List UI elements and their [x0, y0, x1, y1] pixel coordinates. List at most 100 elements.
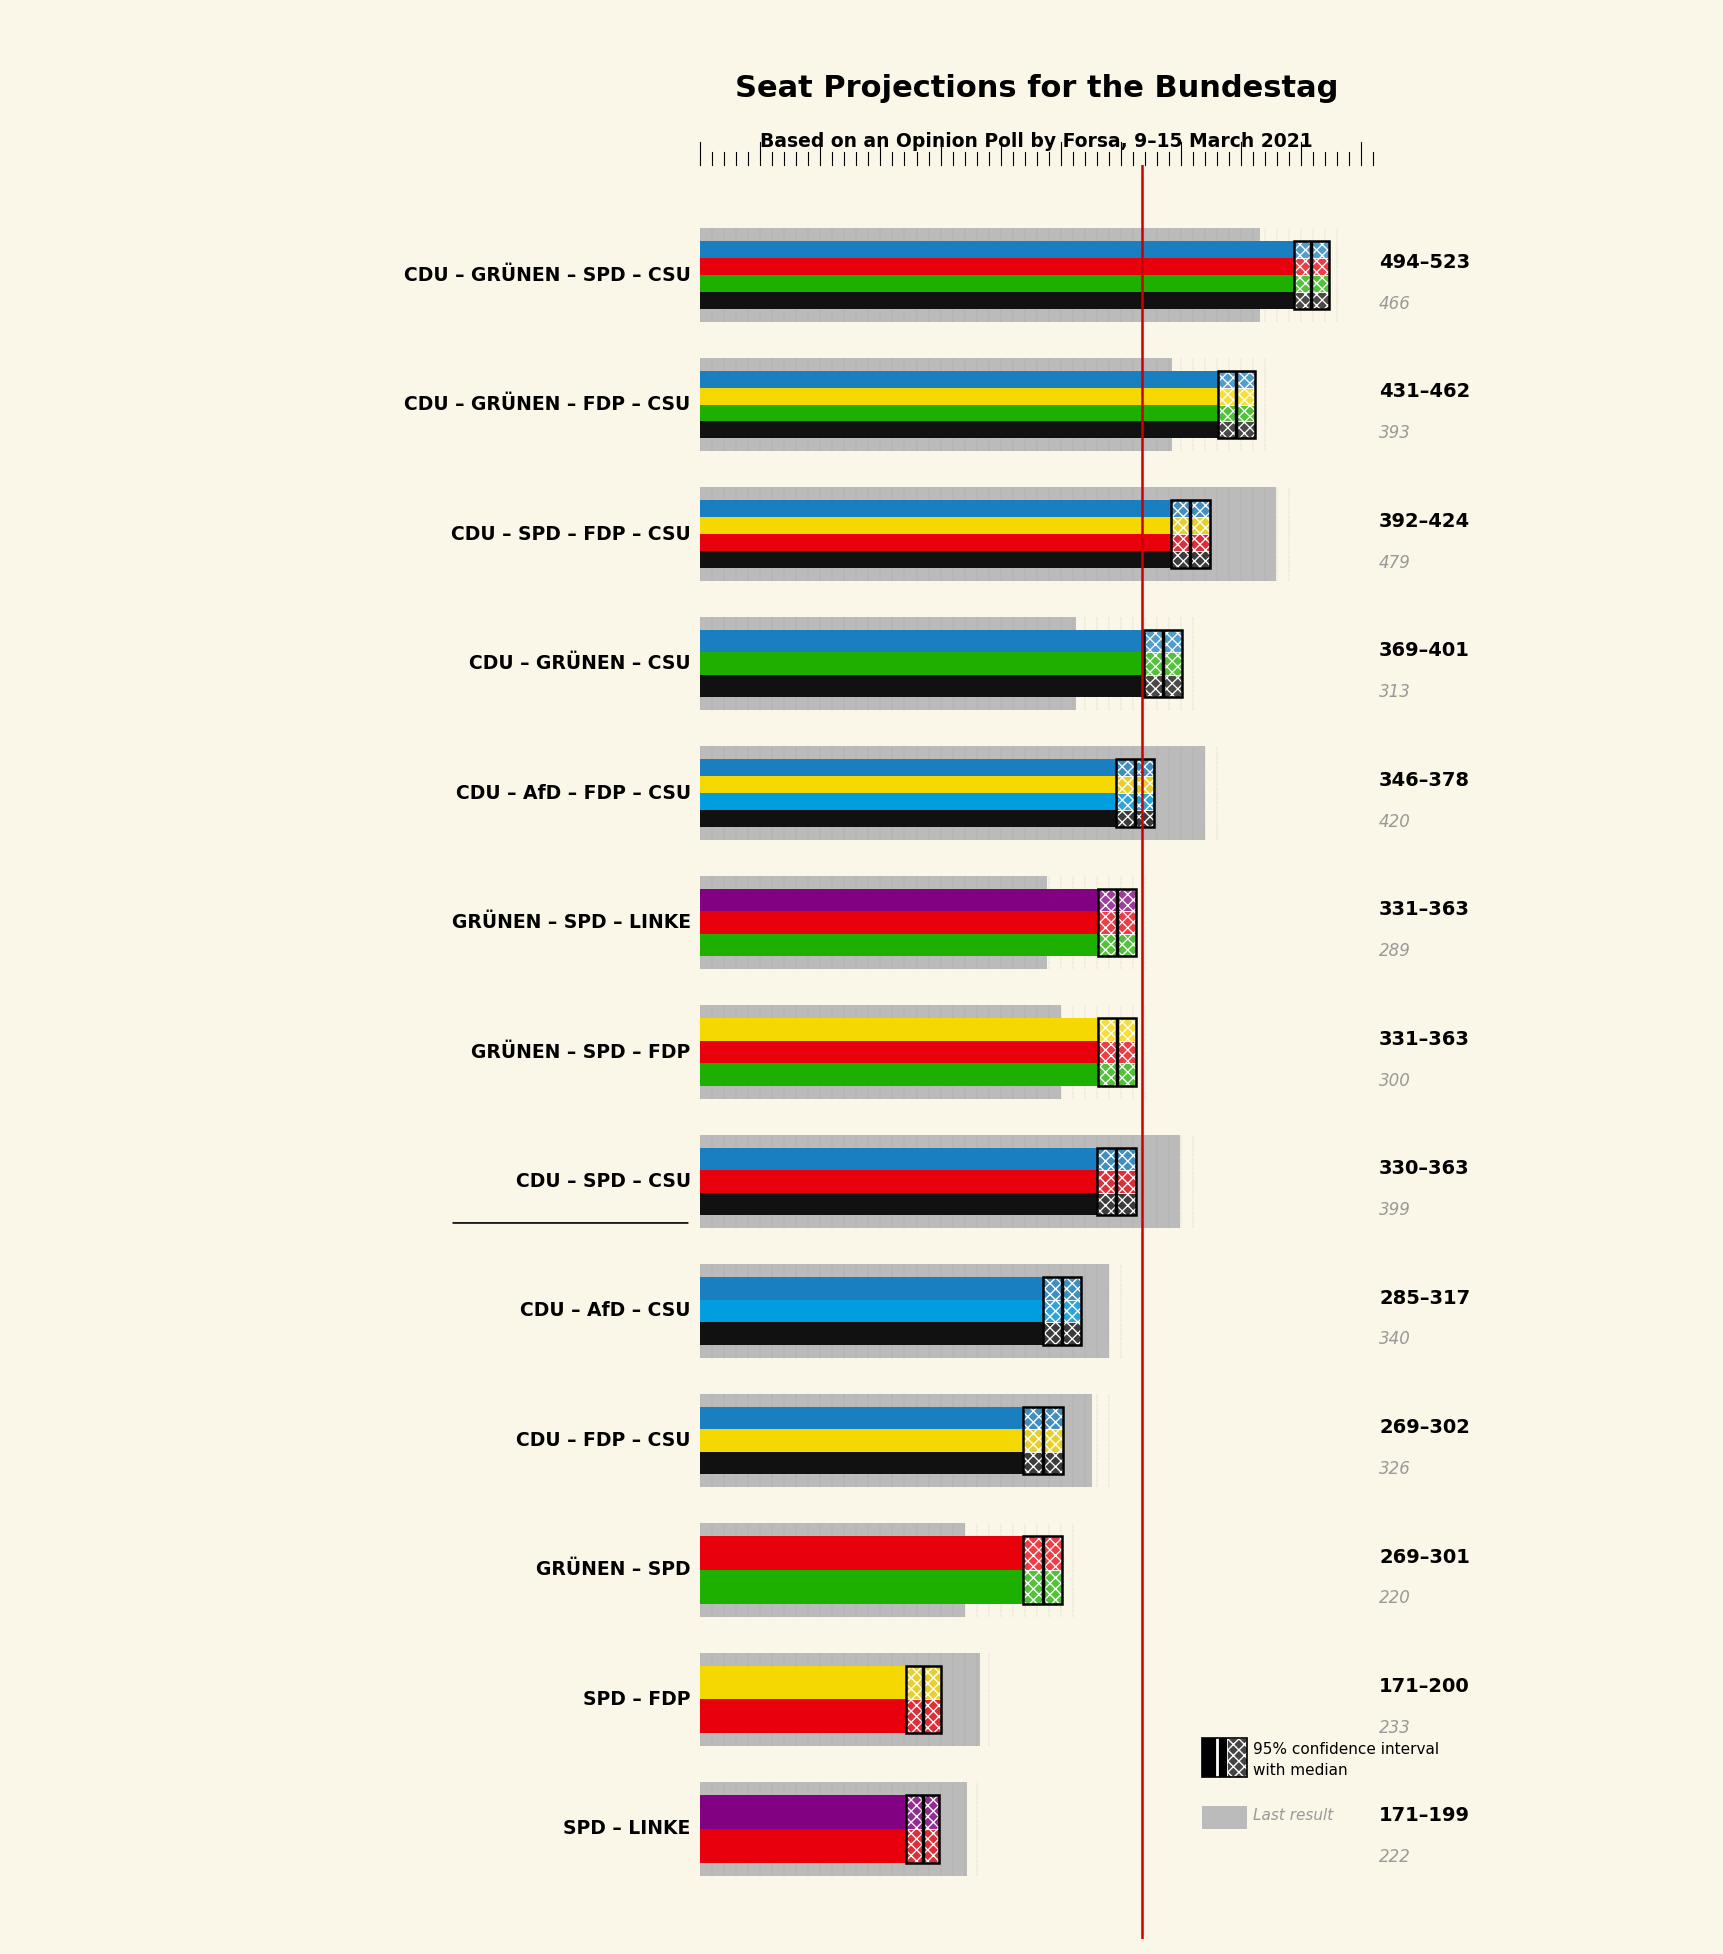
Text: 420: 420 [1378, 813, 1409, 830]
Bar [1042, 1278, 1080, 1344]
Bar [1142, 674, 1182, 698]
Text: 300: 300 [1378, 1071, 1409, 1090]
Bar [1023, 1569, 1061, 1604]
Bar [700, 1700, 905, 1733]
Bar [1023, 1452, 1063, 1473]
Text: 431–462: 431–462 [1378, 383, 1470, 401]
Bar [700, 422, 1218, 438]
Bar [1023, 1428, 1063, 1452]
Bar [1218, 371, 1254, 387]
Bar [1098, 911, 1135, 934]
Bar [1115, 793, 1154, 809]
Bar [1170, 500, 1210, 518]
Bar [1098, 889, 1135, 911]
Bar [1115, 776, 1154, 793]
Bar [1292, 242, 1328, 258]
Bar [1292, 276, 1328, 291]
Text: 369–401: 369–401 [1378, 641, 1470, 660]
Bar [1218, 371, 1254, 438]
Bar [700, 629, 1142, 653]
Bar [1218, 387, 1254, 404]
Bar [1023, 1452, 1063, 1473]
Bar [1023, 1452, 1063, 1473]
Bar [1023, 1536, 1061, 1569]
Text: 285–317: 285–317 [1378, 1288, 1470, 1307]
Bar [700, 1041, 1098, 1063]
Bar [1115, 760, 1154, 827]
Bar [905, 1667, 941, 1700]
Bar [700, 875, 1048, 969]
Bar [905, 1796, 939, 1829]
Bar [1098, 1063, 1135, 1086]
Bar [1115, 809, 1154, 827]
Bar [700, 1667, 905, 1700]
Text: 313: 313 [1378, 684, 1409, 701]
Bar [1098, 889, 1135, 911]
Text: 171–199: 171–199 [1378, 1807, 1470, 1825]
Bar [1142, 674, 1182, 698]
Text: 222: 222 [1378, 1848, 1409, 1866]
Bar [700, 358, 1172, 451]
Text: GRÜNEN – SPD – FDP: GRÜNEN – SPD – FDP [470, 1043, 691, 1061]
Bar [700, 371, 1218, 387]
Bar [1098, 1018, 1135, 1041]
Bar [1042, 1299, 1080, 1323]
Bar [1201, 1739, 1246, 1776]
Bar [1098, 889, 1135, 956]
Bar [1098, 1018, 1135, 1086]
Bar [1292, 242, 1328, 258]
Bar [1218, 422, 1254, 438]
Bar [700, 551, 1170, 569]
Bar [700, 1829, 905, 1862]
Bar [1096, 1170, 1135, 1192]
Bar [905, 1667, 941, 1700]
Text: CDU – AfD – FDP – CSU: CDU – AfD – FDP – CSU [455, 784, 691, 803]
Bar [700, 291, 1292, 309]
Text: 393: 393 [1378, 424, 1409, 442]
Bar [1218, 387, 1254, 404]
Bar [700, 1278, 1042, 1299]
Bar [905, 1829, 939, 1862]
Bar [1042, 1278, 1080, 1299]
Bar [1218, 422, 1254, 438]
Text: with median: with median [1253, 1763, 1347, 1778]
Bar [1292, 291, 1328, 309]
Bar [1218, 371, 1254, 387]
Bar [1098, 911, 1135, 934]
Bar [1142, 653, 1182, 674]
Bar [700, 809, 1115, 827]
Bar [700, 1536, 1023, 1569]
Bar [1096, 1170, 1135, 1192]
Bar [700, 229, 1260, 322]
Bar [700, 1393, 1091, 1487]
Bar [905, 1796, 939, 1862]
Bar [1098, 934, 1135, 956]
Bar [1292, 258, 1328, 276]
Bar [700, 1147, 1096, 1170]
Bar [1292, 242, 1328, 258]
Bar [1201, 1805, 1246, 1829]
Bar [905, 1667, 941, 1733]
Text: 466: 466 [1378, 295, 1409, 313]
Text: 233: 233 [1378, 1720, 1409, 1737]
Bar [1115, 760, 1154, 776]
Bar [1023, 1569, 1061, 1604]
Bar [905, 1667, 941, 1700]
Bar [1292, 291, 1328, 309]
Bar [1115, 776, 1154, 793]
Bar [1218, 404, 1254, 422]
Bar [1096, 1147, 1135, 1170]
Bar [1023, 1536, 1061, 1569]
Bar [1042, 1299, 1080, 1323]
Bar [1170, 533, 1210, 551]
Text: CDU – SPD – CSU: CDU – SPD – CSU [515, 1172, 691, 1192]
Bar [700, 518, 1170, 533]
Bar [1170, 551, 1210, 569]
Bar [1023, 1569, 1061, 1604]
Text: CDU – GRÜNEN – CSU: CDU – GRÜNEN – CSU [469, 655, 691, 672]
Bar [1115, 809, 1154, 827]
Text: 331–363: 331–363 [1378, 1030, 1470, 1049]
Bar [1218, 404, 1254, 422]
Bar [700, 760, 1115, 776]
Bar [700, 1006, 1060, 1098]
